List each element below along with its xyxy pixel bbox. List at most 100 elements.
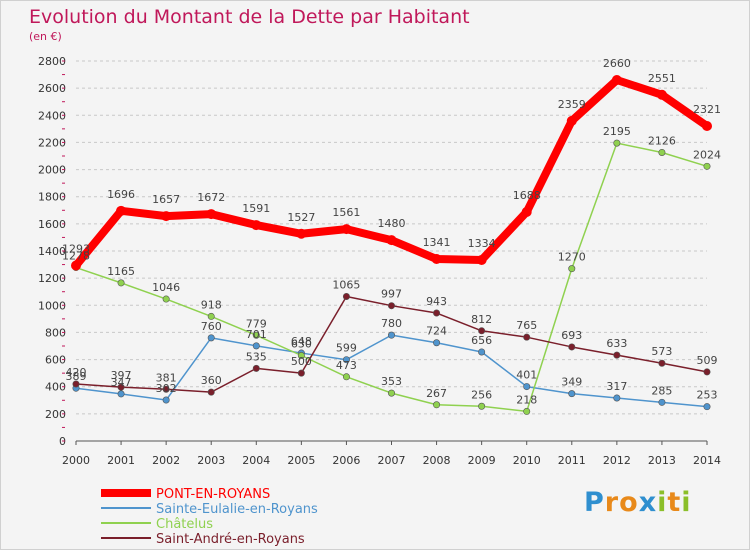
data-label: 1527	[287, 211, 315, 224]
x-tick-label: 2013	[648, 454, 676, 467]
data-label: 1480	[378, 217, 406, 230]
data-label: 2321	[693, 103, 721, 116]
proxiti-logo: Proxiti	[584, 487, 692, 518]
legend-label: Saint-André-en-Royans	[156, 532, 305, 547]
y-tick-label: 800	[45, 326, 66, 339]
data-point	[252, 364, 260, 372]
x-tick-label: 2006	[332, 454, 360, 467]
data-point	[476, 254, 487, 265]
logo-letter: r	[604, 487, 620, 518]
data-point	[611, 75, 622, 85]
data-label: 760	[201, 320, 222, 333]
data-label: 1672	[197, 191, 225, 204]
data-label: 1270	[558, 251, 586, 264]
legend-label: Sainte-Eulalie-en-Royans	[156, 502, 318, 517]
data-label: 381	[156, 371, 177, 384]
x-tick-label: 2004	[242, 454, 270, 467]
chart-title: Evolution du Montant de la Dette par Hab…	[29, 6, 470, 28]
data-label: 1046	[152, 281, 180, 294]
data-label: 693	[561, 329, 582, 342]
data-label: 633	[606, 337, 627, 350]
data-label: 401	[516, 369, 537, 382]
data-label: 1334	[468, 237, 496, 250]
y-tick-label: 2200	[38, 136, 66, 149]
data-label: 997	[381, 288, 402, 301]
data-point	[296, 228, 307, 239]
x-tick-label: 2014	[693, 454, 721, 467]
chart-subtitle: (en €)	[29, 30, 62, 43]
y-tick-label: 1200	[38, 272, 66, 285]
data-label: 1696	[107, 188, 135, 201]
y-tick-label: 2600	[38, 82, 66, 95]
data-label: 360	[201, 374, 222, 387]
logo-letter: P	[584, 487, 605, 518]
data-point	[613, 351, 621, 359]
data-point	[117, 279, 125, 287]
data-label: 1561	[332, 206, 360, 219]
data-label: 1688	[513, 189, 541, 202]
data-label: 420	[66, 366, 87, 379]
data-point	[523, 333, 531, 341]
data-point	[613, 139, 621, 147]
data-label: 2551	[648, 72, 676, 85]
data-point	[207, 312, 215, 320]
data-label: 349	[561, 376, 582, 389]
y-tick-label: 2000	[38, 164, 66, 177]
data-point	[433, 401, 441, 409]
data-point	[387, 331, 395, 339]
data-point	[207, 388, 215, 396]
logo-letter: i	[657, 487, 668, 518]
data-label: 2660	[603, 57, 631, 70]
data-label: 573	[651, 345, 672, 358]
data-point	[342, 356, 350, 364]
data-point	[206, 209, 217, 220]
logo-letter: x	[638, 487, 658, 518]
data-label: 285	[651, 384, 672, 397]
legend: PONT-EN-ROYANSSainte-Eulalie-en-RoyansCh…	[101, 487, 318, 547]
data-point	[523, 383, 531, 391]
data-label: 779	[246, 317, 267, 330]
y-tick-label: 2800	[38, 55, 66, 68]
data-label: 724	[426, 325, 447, 338]
y-tick-label: 400	[45, 381, 66, 394]
data-point	[431, 254, 442, 265]
data-point	[523, 407, 531, 415]
data-label: 256	[471, 388, 492, 401]
data-point	[521, 206, 532, 217]
x-tick-label: 2000	[62, 454, 90, 467]
data-point	[568, 343, 576, 351]
x-tick-label: 2005	[287, 454, 315, 467]
data-label: 1278	[62, 250, 90, 263]
data-label: 812	[471, 313, 492, 326]
data-point	[341, 224, 352, 235]
data-point	[478, 327, 486, 335]
x-tick-label: 2001	[107, 454, 135, 467]
data-label: 1293	[62, 243, 90, 256]
data-label: 648	[291, 335, 312, 348]
data-label: 302	[156, 382, 177, 395]
data-label: 535	[246, 350, 267, 363]
x-tick-label: 2012	[603, 454, 631, 467]
data-label: 701	[246, 328, 267, 341]
data-point	[117, 383, 125, 391]
data-label: 347	[111, 376, 132, 389]
data-point	[297, 369, 305, 377]
data-point	[117, 390, 125, 398]
data-label: 253	[697, 389, 718, 402]
y-tick-label: 1800	[38, 191, 66, 204]
data-point	[658, 398, 666, 406]
x-tick-label: 2011	[558, 454, 586, 467]
data-point	[207, 334, 215, 342]
data-point	[433, 309, 441, 317]
data-point	[116, 205, 127, 216]
data-point	[71, 260, 81, 271]
data-point	[703, 368, 711, 376]
data-point	[568, 390, 576, 398]
data-point	[433, 339, 441, 347]
x-tick-label: 2007	[378, 454, 406, 467]
data-point	[251, 220, 262, 231]
data-label: 397	[111, 369, 132, 382]
data-point	[342, 373, 350, 381]
